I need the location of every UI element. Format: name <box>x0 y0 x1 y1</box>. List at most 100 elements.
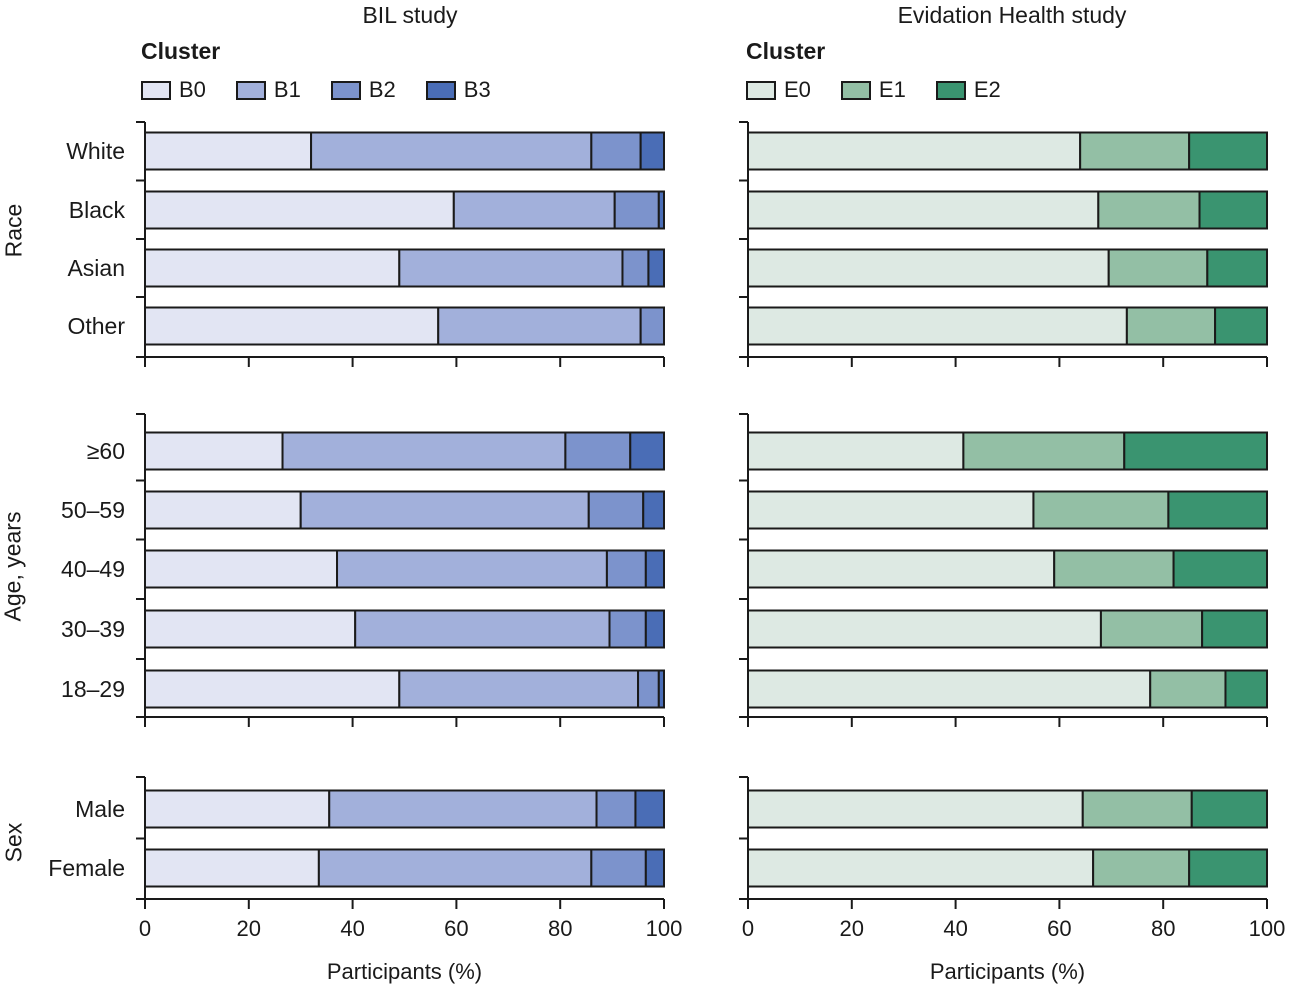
evidation-bar-18-29-e2 <box>1224 669 1268 709</box>
evidation-x-tick-label: 60 <box>1047 916 1071 941</box>
bil-bar-black-b2 <box>613 190 660 230</box>
bil-bar-black-b0 <box>144 190 455 230</box>
bil-bar-other-b2 <box>639 306 666 346</box>
legend-label-e0: E0 <box>784 77 811 102</box>
bil-bar-40-49-b3 <box>644 549 666 589</box>
bil-bar-30-39-b1 <box>354 609 611 649</box>
bil-bar-other-b1 <box>437 306 642 346</box>
bil-bar-40-49-b0 <box>144 549 339 589</box>
evidation-legend: E0 E1 E2 <box>746 76 1031 104</box>
bil-bar-60-b3 <box>629 431 666 471</box>
bil-bar-18-29-b3 <box>657 669 665 709</box>
evidation-bar-asian-e1 <box>1107 248 1209 288</box>
row-label-other: Other <box>67 313 125 339</box>
legend-swatch-e2 <box>935 80 966 100</box>
bil-bar-white-b3 <box>639 131 666 171</box>
evidation-bar-white-e0 <box>747 131 1082 171</box>
legend-swatch-e0 <box>746 80 776 100</box>
legend-label-b1: B1 <box>273 77 301 102</box>
evidation-bar-black-e1 <box>1097 190 1201 230</box>
legend-label-e2: E2 <box>973 77 1001 102</box>
legend-swatch-b3 <box>425 80 456 100</box>
evidation-bar-asian-e0 <box>747 248 1110 288</box>
evidation-bar-18-29-e1 <box>1149 669 1227 709</box>
bil-bar-female-b1 <box>317 848 593 888</box>
evidation-bar-white-e1 <box>1079 131 1191 171</box>
evidation-x-tick-label: 20 <box>840 916 864 941</box>
bil-x-tick-label: 60 <box>444 916 468 941</box>
bil-bar-18-29-b1 <box>398 669 640 709</box>
evidation-bar-black-e2 <box>1198 190 1269 230</box>
bil-bar-30-39-b0 <box>144 609 357 649</box>
row-label-40-49: 40–49 <box>61 556 125 582</box>
evidation-bar-other-e2 <box>1214 306 1268 346</box>
legend-label-e1: E1 <box>878 77 906 102</box>
row-label-18-29: 18–29 <box>61 676 125 702</box>
legend-swatch-b1 <box>235 80 266 100</box>
bil-bar-asian-b3 <box>647 248 665 288</box>
bil-bar-asian-b0 <box>144 248 401 288</box>
bil-bar-50-59-b3 <box>642 490 665 530</box>
evidation-bar-male-e2 <box>1190 789 1268 829</box>
bil-bar-40-49-b1 <box>336 549 608 589</box>
evidation-bar-other-e1 <box>1125 306 1217 346</box>
legend-item-e1: E1 <box>840 77 906 103</box>
bil-legend: B0 B1 B2 B3 <box>141 76 521 104</box>
bil-bar-60-b2 <box>564 431 632 471</box>
bil-legend-title: Cluster <box>141 38 221 64</box>
evidation-x-tick-label: 100 <box>1249 916 1286 941</box>
evidation-bar-black-e0 <box>747 190 1100 230</box>
evidation-bar-50-59-e1 <box>1032 490 1170 530</box>
evidation-bar-female-e2 <box>1188 848 1269 888</box>
bil-bar-30-39-b3 <box>644 609 666 649</box>
evidation-bar-60-e2 <box>1123 431 1269 471</box>
legend-item-b1: B1 <box>235 77 301 103</box>
evidation-bar-30-39-e1 <box>1099 609 1204 649</box>
evidation-x-tick-label: 40 <box>943 916 967 941</box>
evidation-bar-40-49-e2 <box>1172 549 1268 589</box>
bil-bar-male-b1 <box>328 789 598 829</box>
bil-bar-black-b3 <box>657 190 665 230</box>
evidation-bar-30-39-e2 <box>1201 609 1268 649</box>
bil-bar-other-b0 <box>144 306 440 346</box>
bil-x-tick-label: 80 <box>548 916 572 941</box>
bil-bar-50-59-b2 <box>587 490 645 530</box>
evidation-bar-40-49-e0 <box>747 549 1056 589</box>
row-label-female: Female <box>48 855 125 881</box>
row-label-asian: Asian <box>67 255 125 281</box>
bil-bar-60-b0 <box>144 431 284 471</box>
bil-bar-black-b1 <box>452 190 616 230</box>
bil-panel-title: BIL study <box>362 2 458 28</box>
bil-bar-male-b3 <box>634 789 666 829</box>
evidation-bar-60-e0 <box>747 431 965 471</box>
evidation-bar-40-49-e1 <box>1053 549 1175 589</box>
row-label-30-39: 30–39 <box>61 616 125 642</box>
legend-item-b0: B0 <box>141 77 206 103</box>
legend-label-b0: B0 <box>179 77 206 102</box>
evidation-bar-50-59-e2 <box>1167 490 1269 530</box>
legend-swatch-b0 <box>141 80 171 100</box>
evidation-x-tick-label: 80 <box>1151 916 1175 941</box>
evidation-bar-30-39-e0 <box>747 609 1102 649</box>
bil-bar-18-29-b2 <box>637 669 660 709</box>
legend-item-b3: B3 <box>425 77 491 103</box>
legend-item-e2: E2 <box>935 77 1001 103</box>
bil-x-axis-title: Participants (%) <box>327 959 482 984</box>
evidation-bar-asian-e2 <box>1206 248 1268 288</box>
bil-bar-60-b1 <box>281 431 567 471</box>
evidation-bar-18-29-e0 <box>747 669 1152 709</box>
evidation-panel-title: Evidation Health study <box>897 2 1127 28</box>
evidation-x-tick-label: 0 <box>742 916 754 941</box>
bil-bar-40-49-b2 <box>605 549 647 589</box>
legend-label-b2: B2 <box>368 77 396 102</box>
bil-bar-male-b2 <box>595 789 637 829</box>
bil-bar-50-59-b1 <box>299 490 590 530</box>
legend-label-b3: B3 <box>463 77 491 102</box>
bil-bar-white-b0 <box>144 131 313 171</box>
legend-item-b2: B2 <box>330 77 396 103</box>
evidation-bar-female-e1 <box>1092 848 1191 888</box>
bil-bar-white-b2 <box>590 131 642 171</box>
evidation-bar-female-e0 <box>747 848 1095 888</box>
bil-bar-female-b2 <box>590 848 647 888</box>
bil-bar-50-59-b0 <box>144 490 302 530</box>
